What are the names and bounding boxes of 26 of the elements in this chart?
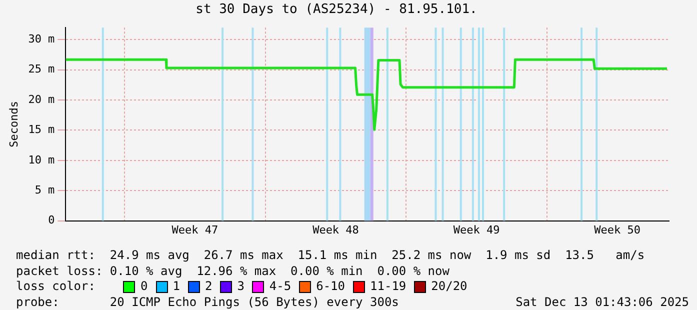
text: 20/20 <box>431 279 468 294</box>
text: 2 <box>204 279 212 294</box>
text: 1 <box>172 279 180 294</box>
text: Sat Dec 13 01:43:06 2025 <box>516 294 689 310</box>
text: probe: 20 ICMP Echo Pings (56 Bytes) every 300s <box>16 294 399 308</box>
text: 3 <box>237 279 244 294</box>
x-tick-label: Week 47 <box>172 223 218 236</box>
text: median rtt: 24.9 ms avg 26.7 ms max 15.1 ms min 25.2 ms now 1.9 ms sd 13.5 am/s <box>16 248 646 264</box>
x-tick-label: Week 48 <box>312 223 359 236</box>
y-tick-label: 30 m <box>28 32 56 46</box>
y-tick-label: 0 <box>48 214 55 227</box>
chart-title: st 30 Days to (AS25234) - 81.95.101. <box>196 2 478 18</box>
text: 0 <box>140 279 148 294</box>
text: 4-5 <box>269 279 292 294</box>
text: 6-10 <box>316 279 346 294</box>
y-tick-label: 10 m <box>28 153 56 166</box>
y-tick-label: 15 m <box>28 123 56 136</box>
text: loss color: <box>16 279 96 294</box>
y-tick-label: 20 m <box>28 92 56 106</box>
text: 11-19 <box>370 279 406 294</box>
x-tick-label: Week 49 <box>453 223 500 236</box>
y-tick-label: 25 m <box>28 62 56 76</box>
y-axis-title: Seconds <box>7 101 20 148</box>
x-tick-label: Week 50 <box>594 223 640 236</box>
y-tick-label: 5 m <box>34 183 56 196</box>
text: packet loss: 0.10 % avg 12.96 % max 0.00 % min 0.00 % now <box>16 264 450 279</box>
